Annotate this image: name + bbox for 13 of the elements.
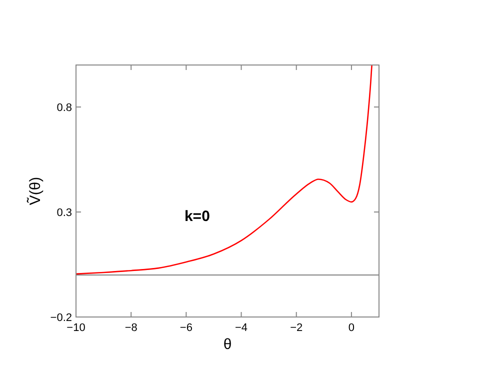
y-tick-label: 0.8	[56, 102, 72, 114]
x-tick-label: −6	[180, 322, 192, 334]
x-tick-label: −8	[124, 322, 138, 334]
y-tick-label: 0.3	[56, 207, 72, 219]
annotation: k=0	[184, 208, 210, 226]
x-axis-title: θ	[223, 336, 232, 353]
x-tick-label: −10	[66, 322, 86, 334]
line-series	[76, 65, 372, 275]
y-axis-title: Ṽ(θ)	[26, 176, 44, 206]
y-tick-label: −0.2	[50, 312, 72, 324]
x-tick-label: −4	[235, 322, 248, 334]
x-tick-label: 0	[348, 322, 355, 334]
x-tick-label: −2	[290, 322, 303, 334]
